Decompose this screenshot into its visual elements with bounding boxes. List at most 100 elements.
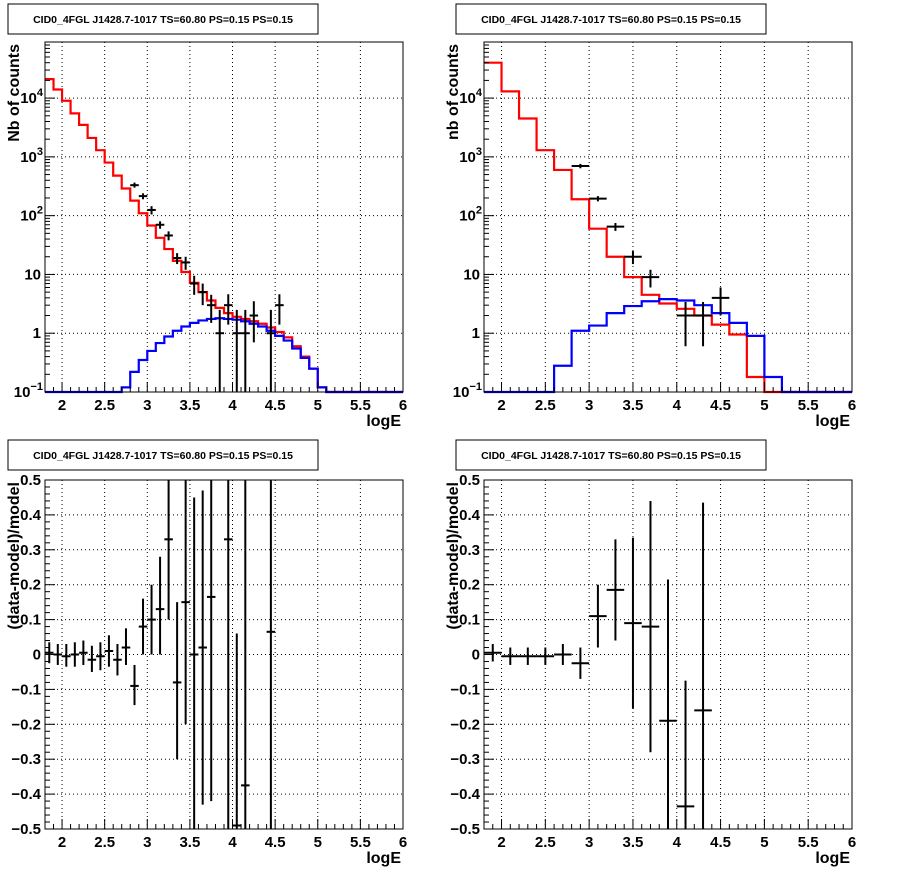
y-tick-label: 10−1 (14, 381, 43, 401)
data-point (87, 645, 97, 672)
data-point (181, 256, 190, 270)
data-point (589, 196, 607, 202)
data-point (62, 644, 71, 667)
x-tick-label: 3.5 (623, 397, 644, 414)
y-tick-label: −0.2 (450, 716, 480, 733)
data-point (138, 598, 148, 655)
data-point (224, 480, 233, 829)
y-tick-label: 1 (33, 325, 41, 342)
data-point (147, 584, 156, 655)
y-axis-label: (data-model)/model (445, 482, 462, 630)
y-tick-label: 10 (463, 266, 480, 283)
data-point (536, 647, 555, 665)
x-tick-label: 4.5 (265, 834, 286, 851)
y-tick-label: 102 (459, 205, 482, 225)
data-point (96, 642, 105, 671)
x-tick-label: 4.5 (710, 834, 731, 851)
data-point (484, 644, 502, 662)
x-tick-label: 3 (143, 397, 151, 414)
histogram-series-red (45, 78, 403, 394)
x-axis-label: logE (366, 413, 401, 430)
data-point (641, 500, 660, 753)
y-tick-label: 0.3 (459, 542, 480, 559)
x-tick-label: 4 (673, 397, 682, 414)
chart-title: CID0_4FGL J1428.7-1017 TS=60.80 PS=0.15 … (481, 450, 741, 462)
y-tick-label: 103 (459, 146, 482, 166)
plot-frame (44, 41, 404, 393)
y-tick-label: 0 (472, 647, 480, 664)
data-point (164, 231, 173, 241)
data-point (266, 480, 276, 829)
x-tick-label: 2 (497, 834, 505, 851)
x-tick-label: 3.5 (179, 397, 200, 414)
x-tick-label: 5 (760, 397, 768, 414)
data-point (155, 556, 165, 655)
x-tick-label: 5.5 (350, 834, 371, 851)
data-point (676, 301, 695, 347)
data-point (571, 163, 590, 169)
x-tick-label: 6 (848, 397, 856, 414)
title-box (455, 3, 767, 35)
x-tick-label: 4 (228, 397, 237, 414)
data-point (215, 309, 224, 392)
y-tick-label: 0.2 (459, 577, 480, 594)
y-tick-label: 103 (20, 146, 43, 166)
x-tick-label: 2 (58, 834, 66, 851)
x-tick-label: 3.5 (179, 834, 200, 851)
data-point (130, 664, 139, 706)
data-point (172, 602, 182, 760)
y-tick-label: −0.1 (11, 681, 41, 698)
x-tick-label: 6 (848, 834, 856, 851)
x-tick-label: 6 (399, 834, 407, 851)
data-point (232, 309, 242, 392)
data-point (694, 301, 712, 347)
data-point (224, 294, 233, 325)
chart-title: CID0_4FGL J1428.7-1017 TS=60.80 PS=0.15 … (33, 14, 293, 26)
y-axis-label: nb of counts (445, 44, 462, 140)
data-point (172, 253, 182, 265)
data-point (659, 579, 677, 829)
data-point (266, 309, 276, 392)
data-point (641, 269, 660, 288)
y-axis-label: (data-model)/model (6, 482, 23, 630)
y-tick-label: 0 (33, 647, 41, 664)
chart-title: CID0_4FGL J1428.7-1017 TS=60.80 PS=0.15 … (33, 450, 293, 462)
x-tick-label: 2.5 (535, 834, 556, 851)
data-point (189, 497, 199, 829)
data-point (554, 644, 572, 665)
y-tick-label: 0.4 (459, 507, 481, 524)
data-point (206, 294, 216, 323)
y-tick-label: −0.4 (450, 786, 480, 803)
x-axis-label: logE (815, 413, 850, 430)
data-point (624, 251, 642, 265)
x-tick-label: 3.5 (623, 834, 644, 851)
data-point (189, 275, 199, 295)
y-tick-label: 0.1 (20, 612, 41, 629)
data-point (181, 480, 190, 725)
x-tick-label: 5.5 (350, 397, 371, 414)
x-tick-label: 5 (314, 397, 322, 414)
y-tick-label: 0.5 (459, 472, 480, 489)
data-point (241, 309, 250, 392)
x-axis-label: logE (815, 850, 850, 867)
plot-frame (483, 41, 853, 393)
data-point (606, 539, 625, 641)
data-point (275, 294, 284, 325)
y-tick-label: −0.4 (11, 786, 41, 803)
x-tick-label: 6 (399, 397, 407, 414)
data-point (198, 490, 207, 805)
x-tick-label: 3 (143, 834, 151, 851)
data-point (624, 537, 642, 709)
data-point (113, 644, 122, 676)
data-point (121, 628, 131, 665)
data-point (198, 283, 207, 306)
chart-title: CID0_4FGL J1428.7-1017 TS=60.80 PS=0.15 … (481, 14, 741, 26)
histogram-series-blue (484, 298, 852, 394)
data-point (694, 502, 712, 829)
y-tick-label: 104 (459, 87, 483, 107)
x-tick-label: 5.5 (798, 834, 819, 851)
x-tick-label: 2.5 (535, 397, 556, 414)
title-box (455, 439, 767, 471)
data-point (147, 206, 156, 215)
